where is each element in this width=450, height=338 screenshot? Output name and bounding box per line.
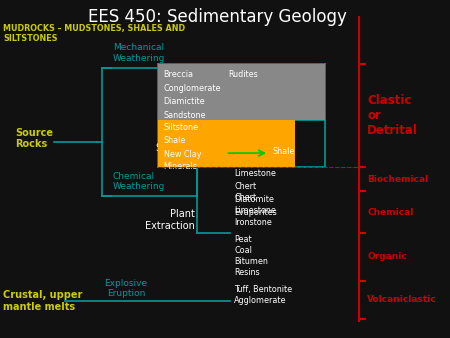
Text: Chemical
Weathering: Chemical Weathering bbox=[113, 172, 165, 191]
Text: Limestone: Limestone bbox=[234, 206, 276, 215]
Text: Peat: Peat bbox=[234, 235, 252, 244]
Text: Sandstone: Sandstone bbox=[164, 111, 206, 120]
Text: Diatomite: Diatomite bbox=[234, 195, 274, 204]
Text: Limestone: Limestone bbox=[234, 169, 276, 178]
Text: Chert: Chert bbox=[234, 193, 256, 202]
Text: Solution: Solution bbox=[156, 143, 195, 153]
Text: Evaporites: Evaporites bbox=[234, 208, 277, 217]
Text: Mechanical
Weathering: Mechanical Weathering bbox=[113, 43, 165, 63]
Text: EES 450: Sedimentary Geology: EES 450: Sedimentary Geology bbox=[88, 8, 346, 26]
Text: Breccia: Breccia bbox=[164, 70, 194, 79]
Text: Minerals: Minerals bbox=[164, 162, 198, 171]
Text: Siltstone: Siltstone bbox=[164, 123, 198, 132]
Text: Bitumen: Bitumen bbox=[234, 257, 268, 266]
Text: New Clay: New Clay bbox=[164, 150, 201, 160]
Text: Crustal, upper
mantle melts: Crustal, upper mantle melts bbox=[4, 290, 83, 312]
Text: Biochemical: Biochemical bbox=[367, 175, 428, 184]
Text: Conglomerate: Conglomerate bbox=[164, 84, 221, 93]
Text: Plant
Extraction: Plant Extraction bbox=[145, 209, 195, 231]
Text: Coal: Coal bbox=[234, 246, 252, 255]
Text: Chert: Chert bbox=[234, 182, 256, 191]
Text: Resins: Resins bbox=[234, 268, 260, 277]
Text: Explosive
Eruption: Explosive Eruption bbox=[104, 279, 148, 298]
Text: Tuff, Bentonite
Agglomerate: Tuff, Bentonite Agglomerate bbox=[234, 285, 292, 305]
Text: Clastic
or
Detrital: Clastic or Detrital bbox=[367, 94, 418, 137]
Text: Ironstone: Ironstone bbox=[234, 218, 272, 227]
Bar bbox=[158, 120, 295, 167]
Text: Shale: Shale bbox=[272, 147, 294, 156]
Text: MUDROCKS – MUDSTONES, SHALES AND
SILTSTONES: MUDROCKS – MUDSTONES, SHALES AND SILTSTO… bbox=[4, 24, 185, 43]
Text: Organic: Organic bbox=[367, 252, 407, 261]
Text: Diamictite: Diamictite bbox=[164, 97, 205, 106]
Text: Source
Rocks: Source Rocks bbox=[15, 128, 53, 149]
Bar bbox=[158, 64, 325, 120]
Text: Chemical: Chemical bbox=[367, 208, 414, 217]
Text: Shale: Shale bbox=[164, 136, 186, 145]
Text: Rudites: Rudites bbox=[229, 70, 258, 79]
Text: Volcaniclastic: Volcaniclastic bbox=[367, 295, 437, 305]
